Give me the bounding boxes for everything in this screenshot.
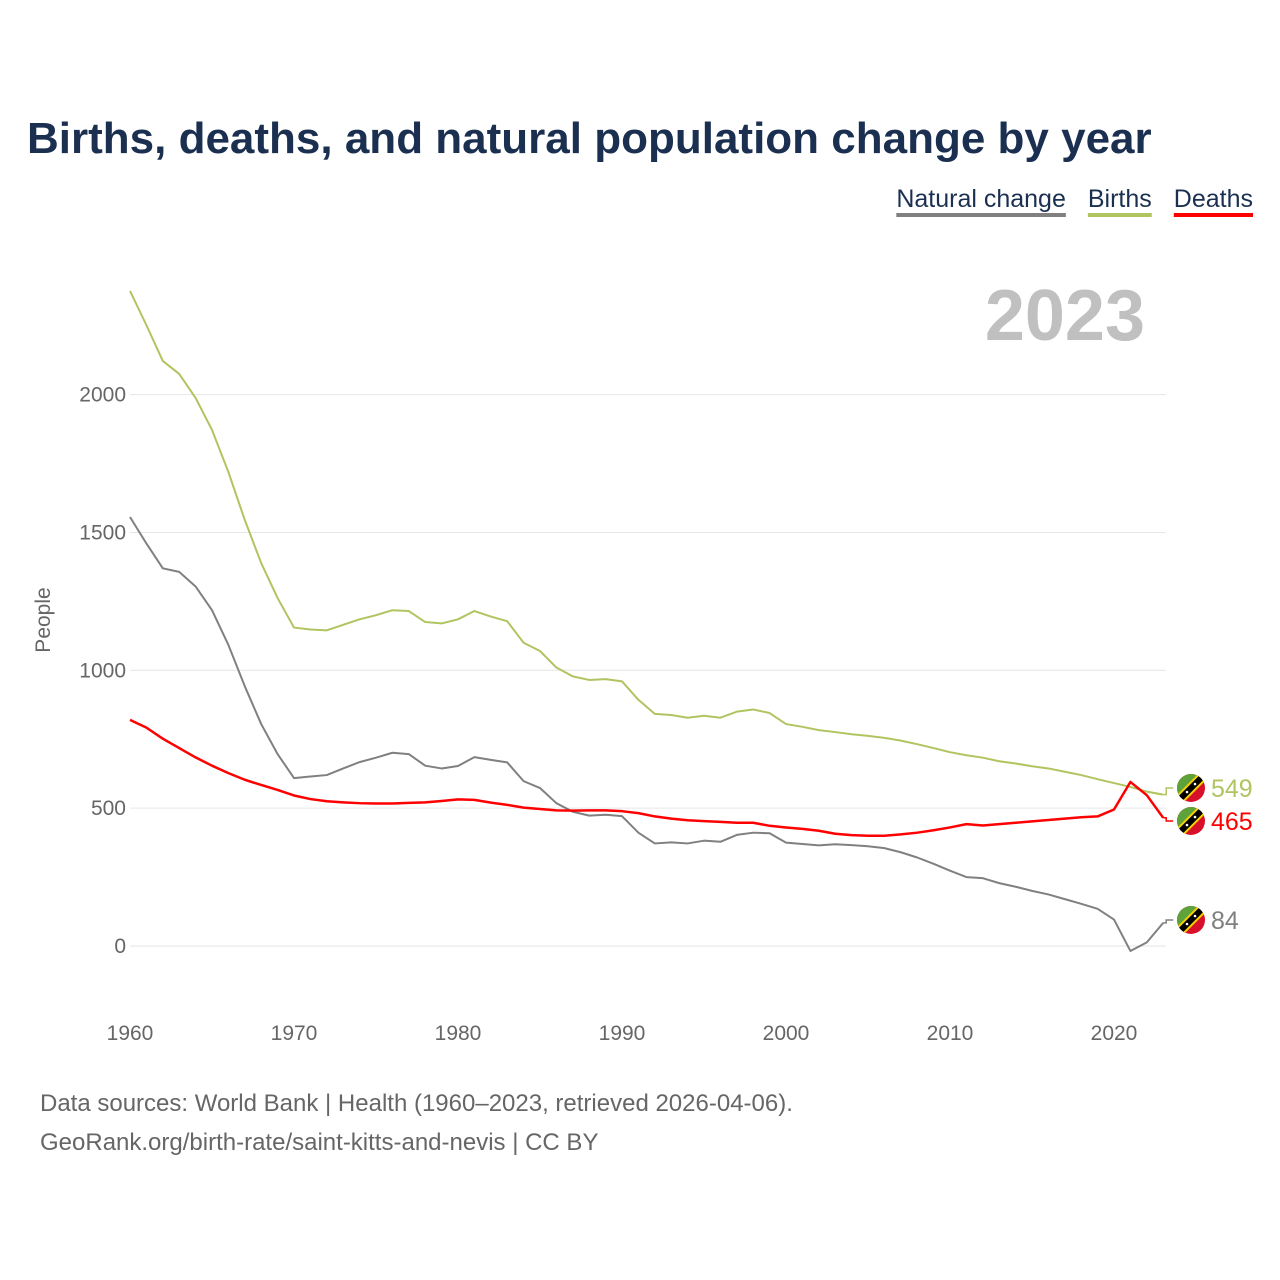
- legend-item-deaths[interactable]: Deaths: [1174, 185, 1253, 213]
- flag-star: [1193, 815, 1197, 819]
- year-label: 2023: [985, 276, 1145, 356]
- flag-body: [1177, 807, 1205, 835]
- end-value-label: 84: [1211, 907, 1239, 935]
- x-tick-label: 2000: [763, 1022, 810, 1045]
- flag-icon: [1177, 807, 1205, 835]
- footer-link[interactable]: GeoRank.org/birth-rate/saint-kitts-and-n…: [40, 1129, 598, 1156]
- y-tick-label: 500: [91, 797, 126, 820]
- legend-item-natural-change[interactable]: Natural change: [896, 185, 1066, 213]
- flag-star: [1185, 823, 1189, 827]
- y-tick-label: 1000: [79, 659, 126, 682]
- footer-source: Data sources: World Bank | Health (1960–…: [40, 1090, 793, 1117]
- legend-item-births[interactable]: Births: [1088, 185, 1152, 213]
- flag-body: [1177, 906, 1205, 934]
- y-tick-label: 1500: [79, 521, 126, 544]
- flag-icon: [1177, 774, 1205, 802]
- series-line-births: [129, 290, 1164, 796]
- end-connector: [1163, 817, 1174, 822]
- y-tick-label: 2000: [79, 384, 126, 407]
- flag-star: [1193, 782, 1197, 786]
- flag-star: [1185, 790, 1189, 794]
- x-tick-label: 1990: [599, 1022, 646, 1045]
- series-line-deaths: [129, 718, 1165, 837]
- end-connector: [1163, 787, 1174, 796]
- flag-star: [1193, 914, 1197, 918]
- end-connector: [1163, 919, 1174, 924]
- x-tick-label: 2010: [927, 1022, 974, 1045]
- flag-body: [1177, 774, 1205, 802]
- series-line-natural-change: [129, 516, 1164, 952]
- x-tick-label: 1960: [107, 1022, 154, 1045]
- y-axis-label: People: [32, 587, 55, 652]
- end-value-label: 465: [1211, 808, 1253, 836]
- flag-icon: [1177, 906, 1205, 934]
- y-tick-label: 0: [114, 935, 126, 958]
- legend: Deaths Births Natural change: [896, 185, 1253, 217]
- end-value-label: 549: [1211, 775, 1253, 803]
- x-tick-label: 1980: [435, 1022, 482, 1045]
- chart-title: Births, deaths, and natural population c…: [27, 114, 1152, 163]
- x-tick-label: 2020: [1091, 1022, 1138, 1045]
- flag-star: [1185, 922, 1189, 926]
- x-tick-label: 1970: [271, 1022, 318, 1045]
